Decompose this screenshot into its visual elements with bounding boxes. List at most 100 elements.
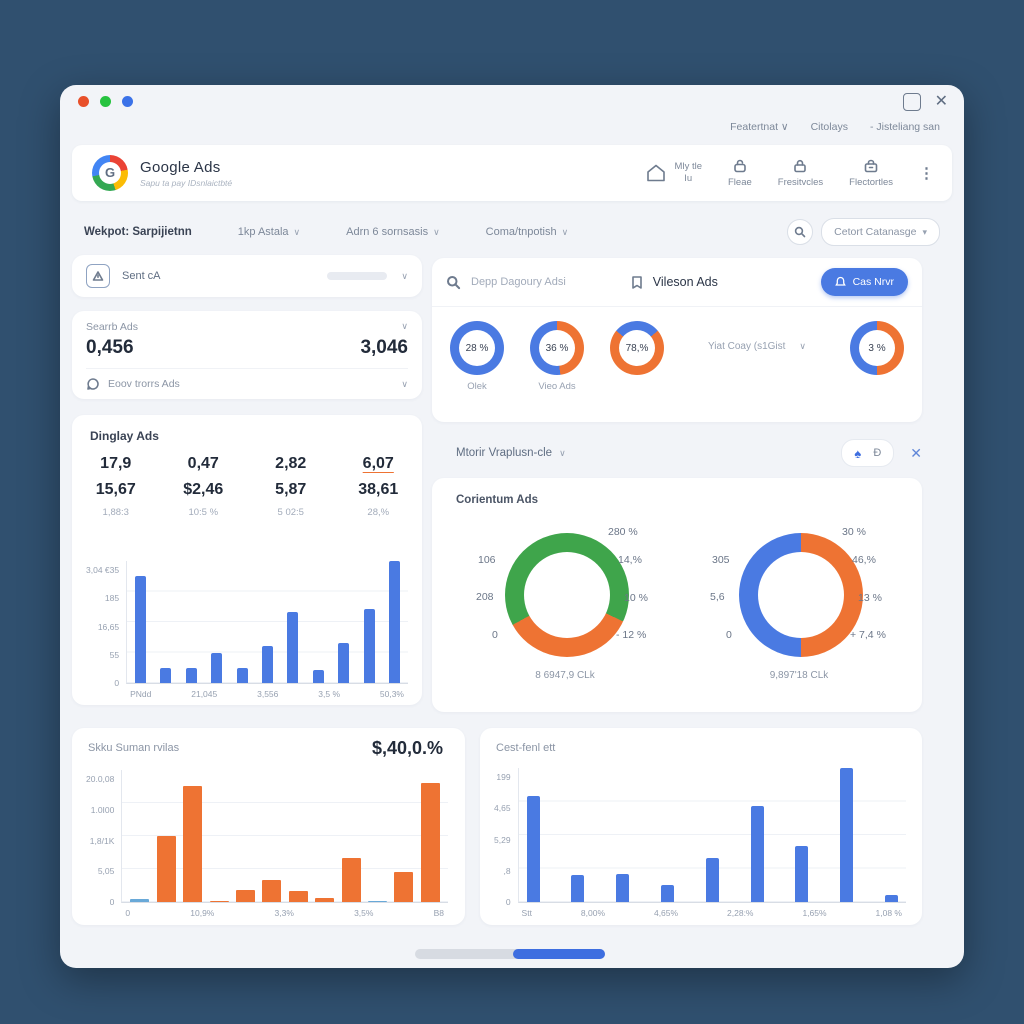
chart-bar (185, 668, 197, 683)
gauge-video-ads: 36 % Vieo Ads (530, 321, 584, 392)
donut-label: 305 (712, 554, 730, 566)
create-new-button[interactable]: Cas Nrvr (820, 268, 908, 296)
display-ads-title: Dinglay Ads (90, 429, 159, 443)
filter-dropdown-2[interactable]: Adrn 6 sornsasis ∨ (346, 226, 440, 238)
gauge-value: 36 % (545, 342, 569, 354)
metric-value: 15,67 (95, 481, 136, 498)
horizontal-scrollbar[interactable] (415, 949, 605, 959)
axis-tick-label: 55 (109, 649, 120, 660)
search-placeholder: Depp Dagoury Adsi (471, 276, 566, 288)
scrollbar-thumb[interactable] (513, 949, 605, 959)
search-button[interactable] (787, 219, 814, 245)
nav-item-fleae[interactable]: Fleae (728, 158, 752, 189)
close-dot[interactable] (78, 96, 89, 107)
chevron-down-icon: ∨ (559, 447, 566, 458)
axis-tick-label: 3,5 % (318, 689, 341, 699)
donut-caption: 8 6947,9 CLk (535, 670, 595, 681)
axis-tick-label: 185 (104, 593, 120, 604)
chevron-down-icon[interactable]: ∨ (401, 270, 408, 281)
chart-bar (884, 895, 898, 902)
donut-label: 0 (492, 629, 498, 641)
search-icon (794, 226, 806, 238)
titlebar-link[interactable]: - Jisteliang san (869, 121, 940, 133)
panel-search[interactable]: Depp Dagoury Adsi (446, 275, 566, 290)
titlebar-link[interactable]: Citolays (810, 121, 848, 133)
nav-item-flectortles[interactable]: Flectortles (849, 158, 893, 189)
corientum-ads-card: Corientum Ads 106 208 0 280 % 14,% 10 % … (432, 478, 922, 712)
titlebar-link[interactable]: Featertnat ∨ (730, 121, 789, 133)
axis-tick-label: 1.0I00 (90, 804, 115, 815)
axis-tick-label: 4,65 (494, 803, 511, 814)
close-icon[interactable]: ✕ (910, 444, 922, 461)
axis-tick-label: 0 (125, 908, 131, 918)
gauge-78: 78,% (610, 321, 664, 375)
axis-tick-label: 4,65% (653, 908, 679, 918)
axis-tick-label: 2,28:% (727, 908, 754, 918)
window-restore-icon[interactable] (902, 93, 921, 111)
chart-bar (156, 836, 176, 902)
axis-tick-label: 50,3% (379, 689, 404, 699)
gauge-value: 28 % (465, 342, 489, 354)
sku-summary-card: Skku Suman rvilas $,40,0.% 20.0,08 1.0I00… (72, 728, 465, 925)
filter-dropdown-1[interactable]: 1kp Astala ∨ (237, 226, 301, 238)
padlock-icon (794, 159, 807, 172)
nav-home-label: Mly tle (674, 161, 702, 173)
chart-bar (705, 857, 719, 902)
axis-tick-label: B8 (433, 908, 444, 918)
spade-icon[interactable]: ♠ (854, 445, 862, 461)
store-icon (864, 159, 878, 172)
chevron-down-icon[interactable]: ∨ (401, 321, 408, 331)
chart-bar (160, 668, 172, 683)
donut-label: + 7,4 % (850, 629, 886, 641)
ads-row[interactable]: Eoov trorrs Ads ∨ (86, 368, 408, 391)
axis-tick-label: 16,65 (97, 621, 120, 632)
donut-ring: 3 % (850, 321, 904, 375)
chevron-down-icon[interactable]: ∨ (401, 378, 408, 389)
chart-bar (526, 796, 540, 902)
axis-tick-label: 21,045 (191, 689, 218, 699)
donut-ring: 28 % (450, 321, 504, 375)
chart-bar (236, 890, 255, 902)
chevron-down-icon: ∨ (799, 341, 807, 351)
kebab-menu-icon[interactable]: ⋮ (919, 165, 934, 182)
filter-dropdown-3[interactable]: Coma/tnpotish ∨ (485, 226, 569, 238)
corientum-title: Corientum Ads (456, 494, 538, 506)
titlebar-links: Featertnat ∨ Citolays - Jisteliang san (730, 121, 940, 133)
metric-value: 0,456 (86, 337, 134, 358)
video-ads-tab[interactable]: Vileson Ads (630, 275, 718, 290)
close-icon[interactable]: ✕ (934, 93, 948, 110)
currency-icon[interactable]: Ð (873, 447, 882, 459)
axis-tick-label: Stt (521, 908, 532, 918)
gauge-value: 78,% (625, 342, 649, 354)
metric-sub: 5 02:5 (277, 507, 304, 518)
metric-sub: 10:5 % (188, 507, 219, 518)
nav-item-fresitvcles[interactable]: Fresitvcles (778, 158, 823, 189)
sku-bar-chart: 20.0,08 1.0I00 1,8/1K 5,05 0 0 10,9% 3,3% 3,5% B… (86, 770, 448, 918)
metric-sub: 28,% (367, 507, 390, 518)
maximize-dot[interactable] (122, 96, 133, 107)
chart-bar (394, 871, 414, 902)
donut-ring: 36 % (530, 321, 584, 375)
axis-tick-label: 1,08 % (875, 908, 902, 918)
search-icon (446, 275, 461, 289)
metric-sub: 1,88:3 (102, 507, 129, 518)
minimize-dot[interactable] (100, 96, 111, 107)
gauge-label: Vieo Ads (538, 381, 576, 392)
chart-bar (363, 608, 375, 683)
sent-card[interactable]: Sent cA ∨ (72, 255, 422, 297)
sku-big-value: $,40,0.% (371, 738, 443, 758)
gauge-label: Olek (467, 381, 487, 392)
chart-bar (795, 845, 809, 902)
nav-item-label: Flectortles (849, 176, 893, 188)
chart-bar (341, 858, 361, 902)
nav-home[interactable]: Mly tle Iu (645, 161, 702, 185)
axis-tick-label: 3,5% (354, 908, 374, 918)
plot-area (121, 770, 448, 903)
metric-value: $2,46 (183, 481, 224, 498)
gauge-dropdown[interactable]: Yiat Coay (s1Gist ∨ (707, 341, 807, 352)
section-dropdown[interactable]: Mtorir Vraplusn-cle ∨ (456, 447, 566, 459)
chart-bar (420, 783, 440, 902)
donut-label: - 12 % (616, 629, 647, 641)
axis-tick-label: 20.0,08 (86, 774, 115, 784)
category-dropdown[interactable]: Cetort Catanasge ▾ (821, 218, 940, 246)
